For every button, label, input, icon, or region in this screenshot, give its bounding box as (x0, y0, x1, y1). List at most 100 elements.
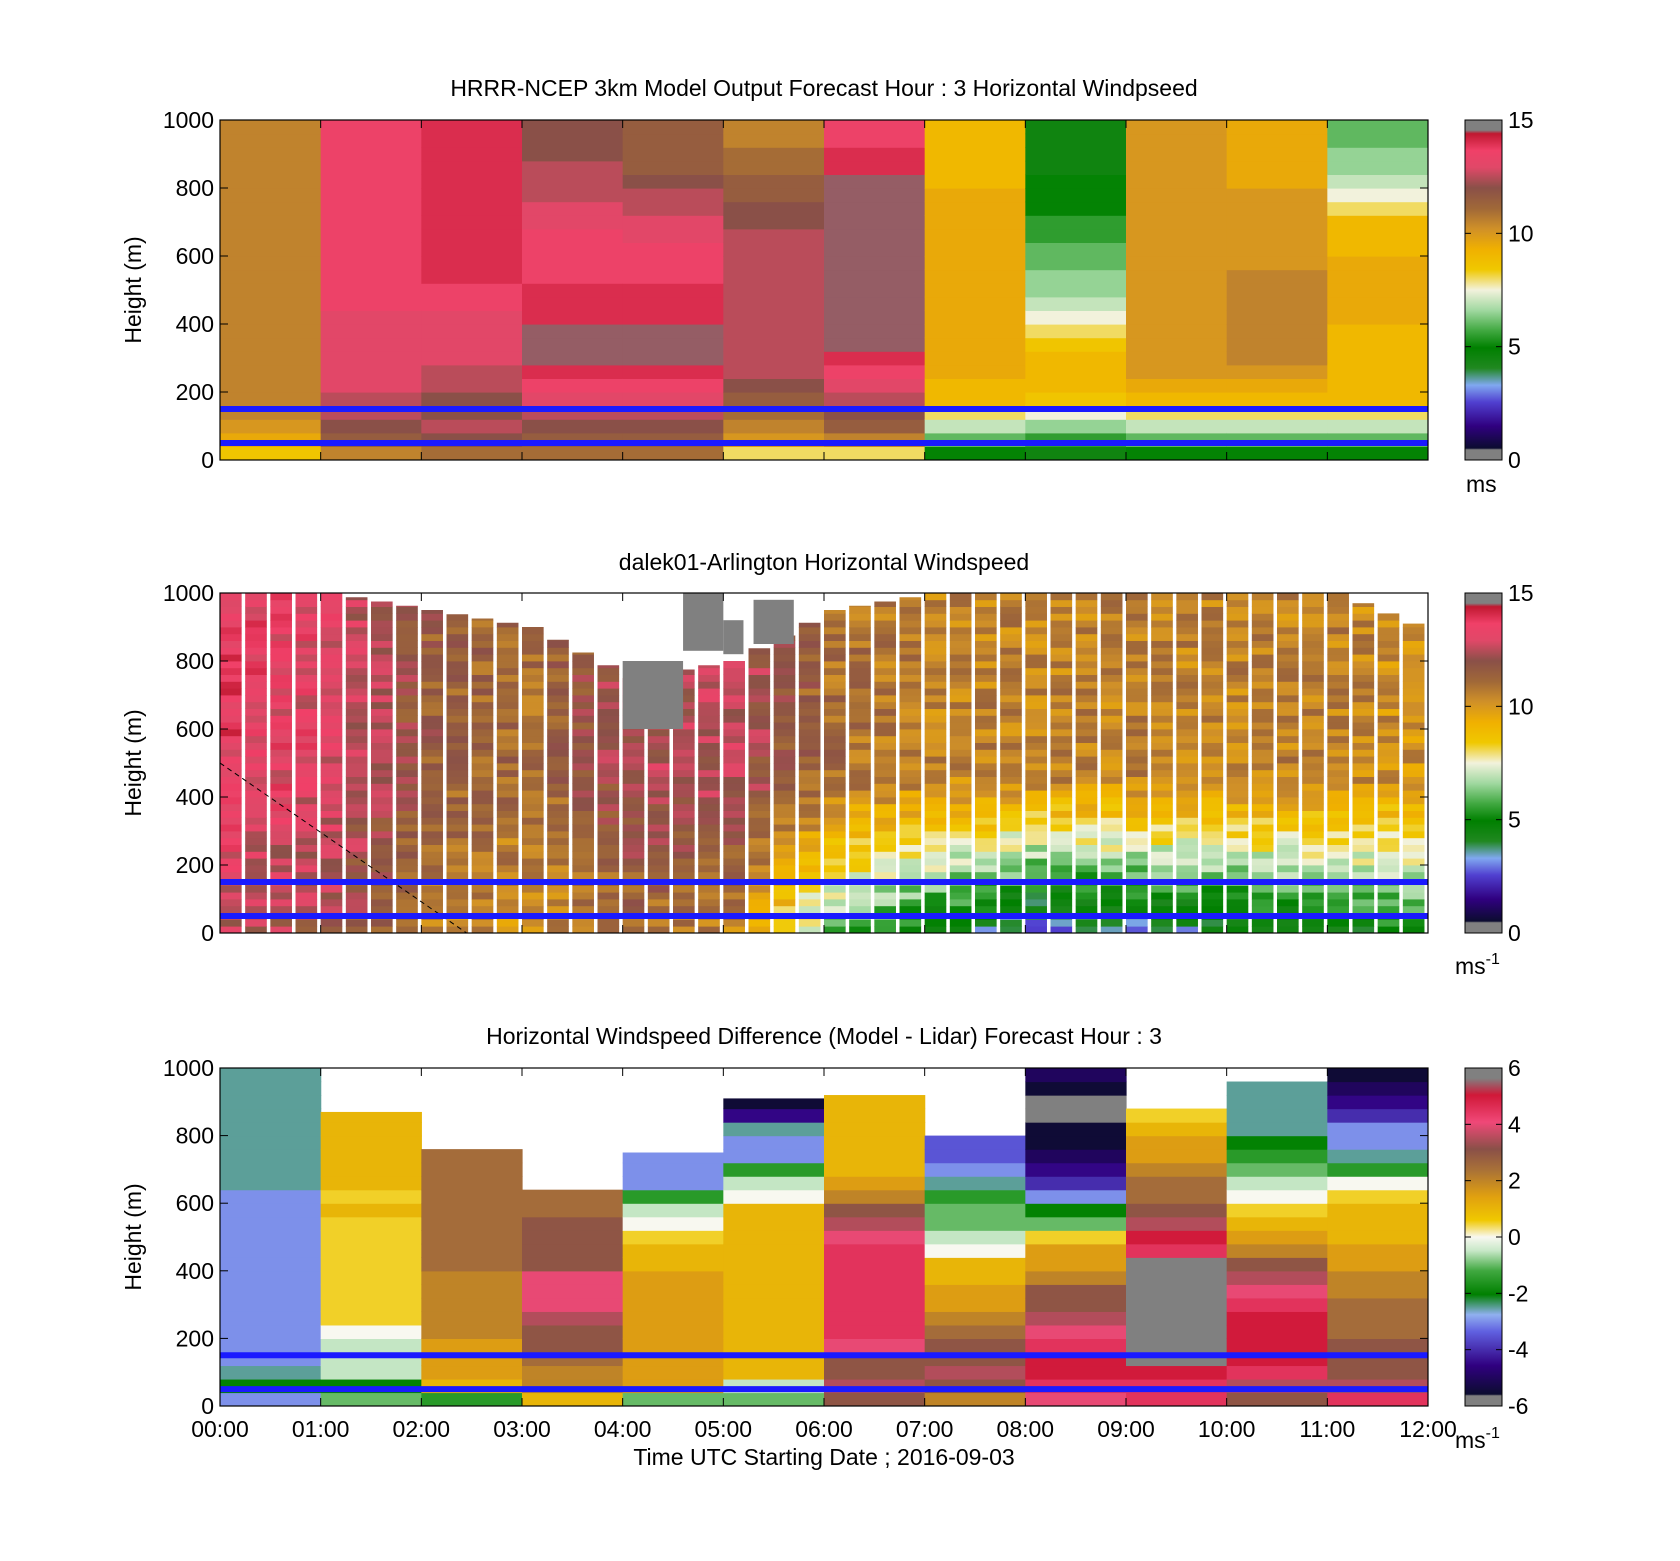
heatmap-cell (924, 120, 1026, 135)
lidar-range-gate (899, 695, 922, 703)
heatmap-cell (924, 269, 1026, 284)
heatmap-cell (522, 188, 624, 203)
lidar-range-gate (899, 701, 922, 709)
lidar-range-gate (1151, 633, 1173, 641)
lidar-range-gate (1402, 783, 1425, 791)
lidar-range-gate (698, 885, 720, 893)
lidar-range-gate (773, 715, 796, 723)
lidar-range-gate (1302, 661, 1324, 669)
lidar-range-gate (295, 797, 318, 805)
lidar-range-gate (824, 817, 846, 825)
lidar-range-gate (1327, 899, 1349, 907)
lidar-range-gate (1226, 640, 1249, 648)
lidar-range-gate (949, 681, 972, 689)
lidar-range-gate (220, 729, 242, 737)
lidar-range-gate (320, 735, 343, 743)
heatmap-cell (1327, 269, 1428, 284)
heatmap-cell (1025, 160, 1127, 175)
heatmap-cell (1025, 1324, 1127, 1339)
lidar-range-gate (421, 844, 443, 852)
lidar-range-gate (1000, 899, 1022, 907)
heatmap-cell (1226, 133, 1328, 148)
lidar-range-gate (1327, 926, 1349, 933)
lidar-range-gate (874, 613, 896, 621)
heatmap-cell (723, 201, 825, 216)
heatmap-cell (522, 1243, 624, 1258)
heatmap-cell (1025, 1284, 1127, 1299)
lidar-range-gate (220, 695, 242, 703)
lidar-range-gate (320, 865, 343, 873)
lidar-range-gate (975, 688, 997, 696)
heatmap-cell (522, 1365, 624, 1380)
lidar-range-gate (1126, 865, 1148, 873)
lidar-range-gate (1050, 756, 1073, 764)
lidar-range-gate (1302, 708, 1324, 716)
lidar-range-gate (345, 803, 368, 811)
lidar-range-gate (1151, 722, 1173, 730)
heatmap-cell (522, 1284, 624, 1299)
lidar-range-gate (522, 688, 544, 696)
lidar-range-gate (849, 892, 871, 900)
lidar-range-gate (1126, 599, 1148, 607)
lidar-range-gate (1025, 810, 1047, 818)
lidar-range-gate (1277, 640, 1299, 648)
lidar-range-gate (1075, 865, 1098, 873)
lidar-range-gate (245, 722, 267, 730)
lidar-range-gate (396, 606, 418, 614)
lidar-range-gate (899, 905, 922, 913)
lidar-range-gate (547, 654, 569, 662)
heatmap-cell (1226, 256, 1328, 271)
model-colorbar-gradient (1464, 119, 1503, 461)
heatmap-cell (1126, 1189, 1228, 1204)
lidar-range-gate (320, 722, 343, 730)
lidar-range-gate (572, 769, 594, 777)
heatmap-cell (1025, 1243, 1127, 1258)
lidar-range-gate (1226, 783, 1249, 791)
lidar-range-gate (1302, 695, 1324, 703)
lidar-range-gate (1327, 837, 1349, 845)
lidar-range-gate (1050, 742, 1073, 750)
heatmap-cell (320, 242, 422, 257)
lidar-range-gate (270, 858, 292, 866)
heatmap-cell (1126, 201, 1228, 216)
heatmap-cell (1327, 133, 1428, 148)
lidar-range-gate (1100, 885, 1123, 893)
lidar-range-gate (1402, 905, 1425, 913)
lidar-range-gate (446, 620, 469, 628)
lidar-range-gate (220, 851, 242, 859)
lidar-range-gate (1251, 926, 1274, 933)
lidar-range-gate (1151, 606, 1173, 614)
heatmap-cell (924, 364, 1026, 379)
lidar-range-gate (1100, 803, 1123, 811)
lidar-range-gate (1402, 892, 1425, 900)
lidar-range-gate (1025, 783, 1047, 791)
lidar-range-gate (522, 633, 544, 641)
lidar-range-gate (421, 674, 443, 682)
heatmap-cell (421, 188, 523, 203)
lidar-range-gate (597, 701, 620, 709)
lidar-range-gate (1126, 674, 1148, 682)
lidar-range-gate (371, 708, 393, 716)
lidar-range-gate (496, 919, 519, 927)
lidar-range-gate (371, 606, 393, 614)
heatmap-cell (522, 324, 624, 339)
lidar-range-gate (1352, 729, 1375, 737)
lidar-range-gate (446, 831, 469, 839)
heatmap-cell (622, 120, 724, 135)
lidar-range-gate (496, 817, 519, 825)
lidar-x-ticks (219, 593, 1429, 933)
heatmap-cell (1025, 1297, 1127, 1312)
lidar-range-gate (1201, 681, 1224, 689)
lidar-range-gate (1075, 803, 1098, 811)
lidar-range-gate (1377, 722, 1400, 730)
heatmap-cell (320, 392, 422, 407)
heatmap-cell (220, 310, 322, 325)
lidar-range-gate (899, 871, 922, 879)
lidar-range-gate (371, 919, 393, 927)
lidar-range-gate (1025, 865, 1047, 873)
heatmap-cell (320, 446, 422, 460)
lidar-range-gate (924, 783, 947, 791)
lidar-range-gate (1151, 695, 1173, 703)
heatmap-cell (723, 242, 825, 257)
